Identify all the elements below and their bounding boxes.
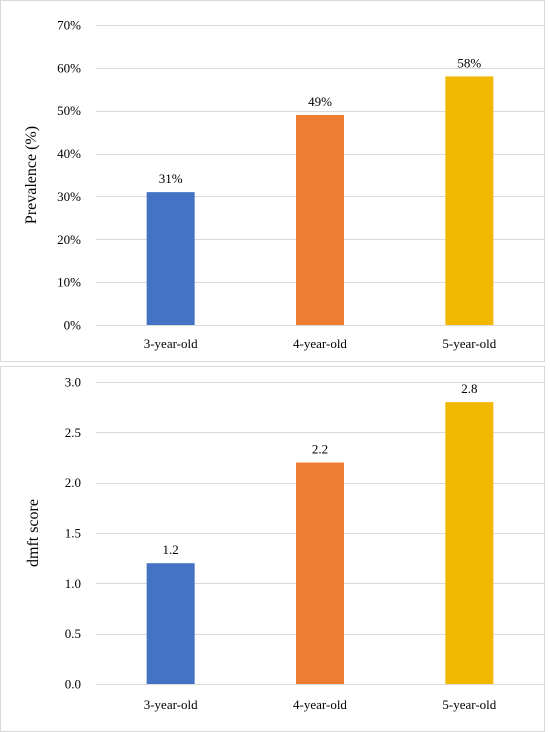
bar-3-year-old bbox=[146, 563, 195, 684]
x-tick-label-3-year-old: 3-year-old bbox=[144, 336, 198, 351]
y-tick-label: 0.0 bbox=[65, 677, 81, 692]
bar-5-year-old bbox=[445, 76, 494, 325]
y-tick-label: 60% bbox=[57, 60, 81, 75]
prevalence-bar-chart: 0% 10% 20% 30% 40% 50% 60% 70% Prevalence (%) 31%… bbox=[23, 18, 544, 351]
x-tick-label-5-year-old: 5-year-old bbox=[442, 697, 496, 712]
y-tick-label: 50% bbox=[57, 103, 81, 118]
bar-3-year-old bbox=[146, 192, 195, 325]
y-axis-label: dmft score bbox=[25, 499, 42, 567]
y-axis-label: Prevalence (%) bbox=[23, 126, 40, 224]
data-label-5-year-old: 2.8 bbox=[461, 381, 477, 396]
y-tick-label: 2.5 bbox=[65, 425, 81, 440]
x-tick-label-4-year-old: 4-year-old bbox=[293, 697, 347, 712]
y-tick-label: 40% bbox=[57, 146, 81, 161]
dmft-chart-panel: 0.0 0.5 1.0 1.5 2.0 2.5 3.0 dmft score 1.2 3-year… bbox=[0, 366, 545, 732]
y-tick-label: 2.0 bbox=[65, 475, 81, 490]
y-tick-label: 1.0 bbox=[65, 576, 81, 591]
data-label-3-year-old: 1.2 bbox=[163, 542, 179, 557]
data-label-5-year-old: 58% bbox=[457, 55, 481, 70]
y-tick-label: 10% bbox=[57, 275, 81, 290]
y-tick-label: 30% bbox=[57, 189, 81, 204]
y-tick-label: 1.5 bbox=[65, 526, 81, 541]
x-tick-label-5-year-old: 5-year-old bbox=[442, 336, 496, 351]
data-label-4-year-old: 49% bbox=[308, 94, 332, 109]
y-tick-label: 20% bbox=[57, 232, 81, 247]
data-label-4-year-old: 2.2 bbox=[312, 442, 328, 457]
dmft-bar-chart: 0.0 0.5 1.0 1.5 2.0 2.5 3.0 dmft score 1.2 3-year… bbox=[25, 375, 544, 712]
y-tick-label: 70% bbox=[57, 18, 81, 33]
data-label-3-year-old: 31% bbox=[159, 171, 183, 186]
bar-5-year-old bbox=[445, 402, 494, 684]
bar-4-year-old bbox=[296, 115, 344, 325]
bar-4-year-old bbox=[296, 462, 344, 684]
y-tick-label: 0.5 bbox=[65, 626, 81, 641]
x-tick-label-3-year-old: 3-year-old bbox=[144, 697, 198, 712]
prevalence-chart-panel: 0% 10% 20% 30% 40% 50% 60% 70% Prevalence (%) 31%… bbox=[0, 0, 545, 362]
y-tick-label: 0% bbox=[64, 318, 82, 333]
y-tick-label: 3.0 bbox=[65, 375, 81, 390]
x-tick-label-4-year-old: 4-year-old bbox=[293, 336, 347, 351]
